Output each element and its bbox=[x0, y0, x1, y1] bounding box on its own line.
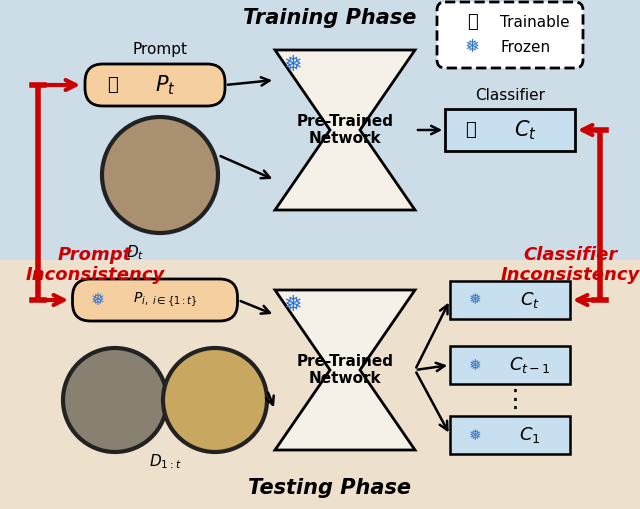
Bar bbox=[450, 416, 570, 454]
Bar bbox=[450, 281, 570, 319]
Text: $D_{1:t}$: $D_{1:t}$ bbox=[148, 453, 181, 471]
Circle shape bbox=[63, 348, 167, 452]
Text: $C_t$: $C_t$ bbox=[520, 290, 540, 310]
Text: ❅: ❅ bbox=[284, 295, 302, 315]
FancyBboxPatch shape bbox=[72, 279, 237, 321]
Text: Inconsistency: Inconsistency bbox=[26, 266, 164, 284]
Text: 🔥: 🔥 bbox=[465, 121, 476, 139]
Text: Prompt: Prompt bbox=[132, 42, 188, 56]
Text: Testing Phase: Testing Phase bbox=[248, 478, 412, 498]
Text: ❅: ❅ bbox=[468, 293, 481, 307]
Text: $C_t$: $C_t$ bbox=[514, 118, 536, 142]
Text: Pre-Trained
Network: Pre-Trained Network bbox=[296, 354, 394, 386]
Text: Trainable: Trainable bbox=[500, 14, 570, 30]
Text: 🔥: 🔥 bbox=[467, 13, 477, 31]
Text: ❅: ❅ bbox=[468, 357, 481, 373]
Text: $C_1$: $C_1$ bbox=[519, 425, 541, 445]
Text: Classifier: Classifier bbox=[475, 88, 545, 102]
Circle shape bbox=[102, 117, 218, 233]
Text: Classifier: Classifier bbox=[523, 246, 617, 264]
Bar bbox=[0, 0, 640, 260]
Circle shape bbox=[163, 348, 267, 452]
Text: $D_t$: $D_t$ bbox=[126, 244, 144, 262]
Text: Prompt: Prompt bbox=[58, 246, 132, 264]
Text: ⋮: ⋮ bbox=[502, 388, 527, 412]
Text: ❅: ❅ bbox=[465, 38, 479, 56]
Text: ❅: ❅ bbox=[284, 55, 302, 75]
Bar bbox=[445, 109, 575, 151]
FancyBboxPatch shape bbox=[437, 2, 583, 68]
Text: ❅: ❅ bbox=[468, 428, 481, 442]
Text: Training Phase: Training Phase bbox=[243, 8, 417, 28]
Bar bbox=[450, 346, 570, 384]
Text: $P_{i,\ i\in\{1:t\}}$: $P_{i,\ i\in\{1:t\}}$ bbox=[133, 291, 197, 309]
Text: Inconsistency: Inconsistency bbox=[500, 266, 639, 284]
Text: Frozen: Frozen bbox=[500, 40, 550, 54]
Polygon shape bbox=[275, 50, 415, 210]
Text: $P_t$: $P_t$ bbox=[155, 73, 175, 97]
Polygon shape bbox=[275, 290, 415, 450]
Text: Pre-Trained
Network: Pre-Trained Network bbox=[296, 114, 394, 146]
Text: 🔥: 🔥 bbox=[108, 76, 118, 94]
FancyBboxPatch shape bbox=[85, 64, 225, 106]
Text: ❅: ❅ bbox=[91, 291, 105, 309]
Bar bbox=[0, 260, 640, 509]
Text: $C_{t-1}$: $C_{t-1}$ bbox=[509, 355, 551, 375]
